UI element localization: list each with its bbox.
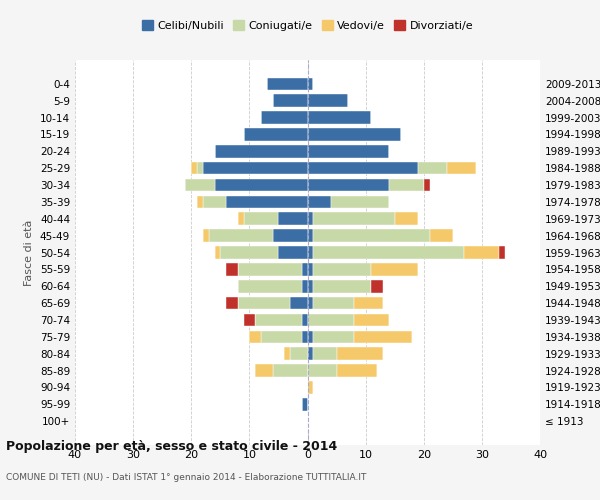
Bar (238, 212, 244, 225)
Bar (267, 78, 308, 90)
Bar (430, 230, 453, 242)
Bar (203, 230, 209, 242)
Bar (284, 348, 290, 360)
Bar (308, 348, 313, 360)
Legend: Celibi/Nubili, Coniugati/e, Vedovi/e, Divorziati/e: Celibi/Nubili, Coniugati/e, Vedovi/e, Di… (137, 16, 478, 35)
Bar (308, 78, 313, 90)
Bar (209, 230, 272, 242)
Bar (313, 212, 395, 225)
Bar (250, 330, 261, 343)
Bar (371, 280, 383, 292)
Bar (313, 246, 464, 259)
Bar (272, 94, 308, 107)
Y-axis label: Fasce di età: Fasce di età (25, 220, 34, 286)
Bar (354, 330, 412, 343)
Bar (308, 364, 337, 377)
Bar (354, 297, 383, 310)
Bar (499, 246, 505, 259)
Bar (215, 246, 220, 259)
Bar (197, 196, 203, 208)
Bar (395, 212, 418, 225)
Bar (261, 330, 302, 343)
Bar (308, 212, 313, 225)
Bar (244, 212, 278, 225)
Text: Popolazione per età, sesso e stato civile - 2014: Popolazione per età, sesso e stato civil… (6, 440, 337, 453)
Bar (424, 178, 430, 192)
Bar (238, 263, 302, 276)
Bar (308, 162, 418, 174)
Bar (313, 263, 371, 276)
Bar (215, 178, 308, 192)
Bar (389, 178, 424, 192)
Bar (272, 364, 308, 377)
Bar (238, 297, 290, 310)
Bar (272, 230, 308, 242)
Bar (302, 330, 308, 343)
Bar (308, 314, 354, 326)
Bar (278, 212, 308, 225)
Bar (290, 348, 308, 360)
Bar (302, 280, 308, 292)
Text: COMUNE DI TETI (NU) - Dati ISTAT 1° gennaio 2014 - Elaborazione TUTTITALIA.IT: COMUNE DI TETI (NU) - Dati ISTAT 1° genn… (6, 473, 367, 482)
Bar (308, 381, 313, 394)
Bar (226, 263, 238, 276)
Bar (308, 330, 313, 343)
Bar (290, 297, 308, 310)
Bar (185, 178, 215, 192)
Bar (302, 263, 308, 276)
Bar (337, 364, 377, 377)
Bar (308, 280, 313, 292)
Bar (302, 314, 308, 326)
Bar (313, 348, 337, 360)
Bar (255, 314, 302, 326)
Bar (261, 111, 308, 124)
Bar (238, 280, 302, 292)
Bar (215, 145, 308, 158)
Bar (226, 196, 308, 208)
Bar (313, 230, 430, 242)
Bar (308, 230, 313, 242)
Bar (197, 162, 203, 174)
Bar (308, 94, 348, 107)
Bar (308, 128, 401, 141)
Bar (313, 330, 354, 343)
Bar (244, 128, 308, 141)
Bar (464, 246, 499, 259)
Bar (337, 348, 383, 360)
Bar (278, 246, 308, 259)
Bar (354, 314, 389, 326)
Bar (308, 145, 389, 158)
Bar (308, 246, 313, 259)
Bar (191, 162, 197, 174)
Bar (220, 246, 278, 259)
Bar (313, 297, 354, 310)
Bar (244, 314, 255, 326)
Bar (308, 111, 371, 124)
Bar (331, 196, 389, 208)
Bar (308, 297, 313, 310)
Bar (203, 196, 226, 208)
Bar (418, 162, 447, 174)
Bar (313, 280, 371, 292)
Bar (371, 263, 418, 276)
Bar (308, 263, 313, 276)
Bar (447, 162, 476, 174)
Bar (308, 196, 331, 208)
Bar (226, 297, 238, 310)
Bar (203, 162, 308, 174)
Bar (308, 178, 389, 192)
Bar (255, 364, 272, 377)
Bar (302, 398, 308, 410)
